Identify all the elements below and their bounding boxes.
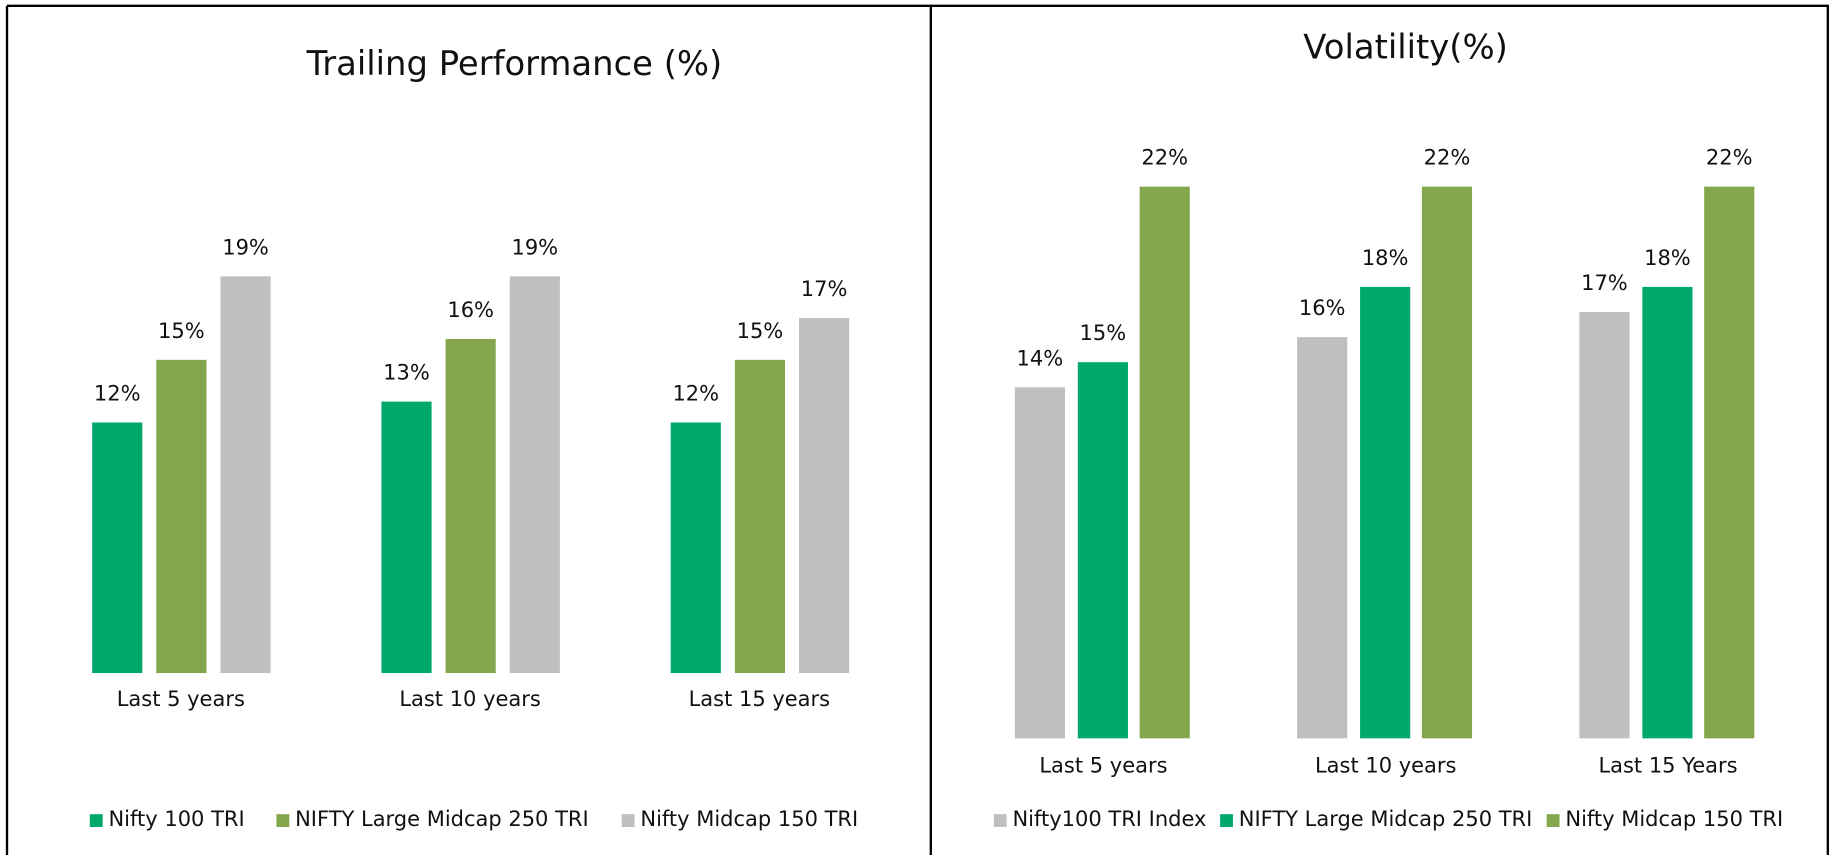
- data-label: 17%: [1581, 271, 1628, 295]
- bar: [220, 276, 271, 674]
- legend-swatch: [89, 814, 103, 828]
- data-label: 14%: [1017, 346, 1064, 370]
- bar: [1077, 362, 1128, 739]
- data-label: 18%: [1362, 246, 1409, 270]
- chart-title: Volatility(%): [1303, 27, 1508, 66]
- data-label: 15%: [158, 319, 205, 343]
- legend-label: Nifty100 TRI Index: [1012, 807, 1206, 831]
- bar: [1579, 312, 1630, 739]
- bar: [1704, 186, 1755, 739]
- x-tick-label: Last 15 Years: [1598, 753, 1737, 777]
- x-tick-label: Last 10 years: [1315, 753, 1457, 777]
- data-label: 12%: [94, 381, 141, 405]
- legend-label: NIFTY Large Midcap 250 TRI: [1239, 807, 1533, 831]
- bar: [1014, 387, 1065, 739]
- legend-label: NIFTY Large Midcap 250 TRI: [295, 807, 589, 831]
- data-label: 15%: [1080, 321, 1127, 345]
- bar: [799, 318, 850, 674]
- bar: [734, 359, 786, 674]
- data-label: 12%: [672, 381, 719, 405]
- bar: [156, 359, 207, 674]
- data-label: 16%: [1299, 296, 1346, 320]
- bar: [1297, 337, 1348, 739]
- x-tick-label: Last 5 years: [117, 687, 245, 711]
- data-label: 17%: [801, 277, 848, 301]
- x-tick-label: Last 10 years: [399, 687, 541, 711]
- bar: [509, 276, 560, 674]
- bar: [381, 401, 432, 674]
- legend-label: Nifty Midcap 150 TRI: [1565, 807, 1783, 831]
- legend-swatch: [1546, 814, 1560, 828]
- legend-swatch: [1220, 814, 1233, 828]
- data-label: 15%: [737, 319, 784, 343]
- data-label: 19%: [222, 235, 269, 259]
- data-label: 13%: [383, 361, 430, 385]
- bar: [445, 338, 496, 674]
- legend-label: Nifty 100 TRI: [108, 807, 244, 831]
- bar: [1421, 186, 1473, 739]
- data-label: 22%: [1706, 146, 1753, 170]
- bar: [1642, 286, 1693, 739]
- legend-swatch: [276, 814, 290, 828]
- data-label: 19%: [511, 235, 558, 259]
- legend-swatch: [993, 814, 1007, 828]
- legend-label: Nifty Midcap 150 TRI: [640, 807, 858, 831]
- bar: [1360, 286, 1411, 739]
- data-label: 18%: [1644, 246, 1691, 270]
- data-label: 22%: [1424, 146, 1471, 170]
- data-label: 16%: [447, 298, 494, 322]
- legend-swatch: [621, 814, 635, 828]
- x-tick-label: Last 5 years: [1039, 753, 1167, 777]
- data-label: 22%: [1141, 146, 1188, 170]
- bar: [670, 422, 721, 674]
- bar: [92, 422, 143, 674]
- x-tick-label: Last 15 years: [689, 687, 831, 711]
- bar: [1139, 186, 1190, 739]
- chart-title: Trailing Performance (%): [306, 44, 723, 83]
